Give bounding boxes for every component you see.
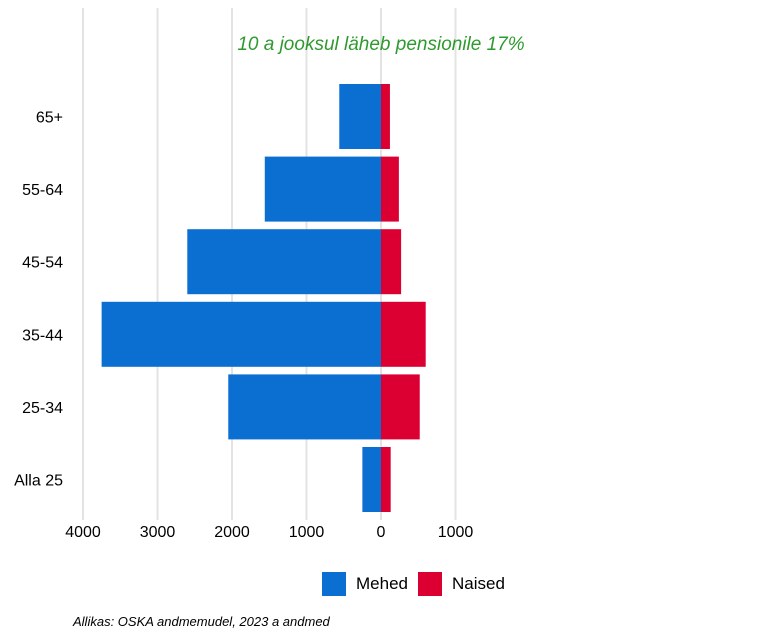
y-tick-label: 65+ [36, 110, 63, 127]
bars [101, 84, 426, 512]
legend-label-mehed: Mehed [356, 574, 408, 593]
legend-item-mehed: Mehed [322, 572, 408, 596]
x-tick-label: 2000 [214, 524, 250, 541]
legend-label-naised: Naised [451, 574, 505, 593]
x-tick-label: 1000 [289, 524, 325, 541]
bar-mehed [101, 301, 381, 367]
bar-naised [381, 447, 391, 512]
bar-mehed [187, 229, 381, 295]
y-tick-label: 45-54 [22, 255, 63, 272]
bar-naised [381, 301, 426, 367]
legend-item-naised: Naised [417, 572, 505, 596]
legend: Mehed Naised [322, 572, 515, 596]
bar-naised [381, 156, 399, 222]
y-tick-label: Alla 25 [14, 473, 63, 490]
bar-naised [381, 374, 420, 440]
bar-naised [381, 229, 402, 295]
x-tick-label: 0 [377, 524, 386, 541]
x-tick-label: 3000 [140, 524, 176, 541]
x-axis-labels: 4000 3000 2000 1000 0 1000 [65, 524, 473, 541]
bar-mehed [362, 447, 381, 512]
bar-mehed [264, 156, 381, 222]
legend-swatch-mehed [322, 572, 346, 596]
bar-mehed [339, 84, 381, 149]
y-tick-label: 25-34 [22, 400, 63, 417]
legend-swatch-naised [417, 572, 442, 596]
source-note: Allikas: OSKA andmemudel, 2023 a andmed [73, 614, 330, 629]
y-tick-label: 55-64 [22, 182, 63, 199]
chart-title: 10 a jooksul läheb pensionile 17% [237, 34, 524, 55]
y-tick-label: 35-44 [22, 327, 63, 344]
bar-mehed [228, 374, 381, 440]
y-axis-labels: 65+ 55-64 45-54 35-44 25-34 Alla 25 [14, 110, 63, 490]
population-pyramid-chart: 10 a jooksul läheb pensionile 17% 65+ 55-… [14, 8, 525, 541]
bar-naised [381, 84, 390, 149]
x-tick-label: 4000 [65, 524, 101, 541]
x-tick-label: 1000 [438, 524, 474, 541]
